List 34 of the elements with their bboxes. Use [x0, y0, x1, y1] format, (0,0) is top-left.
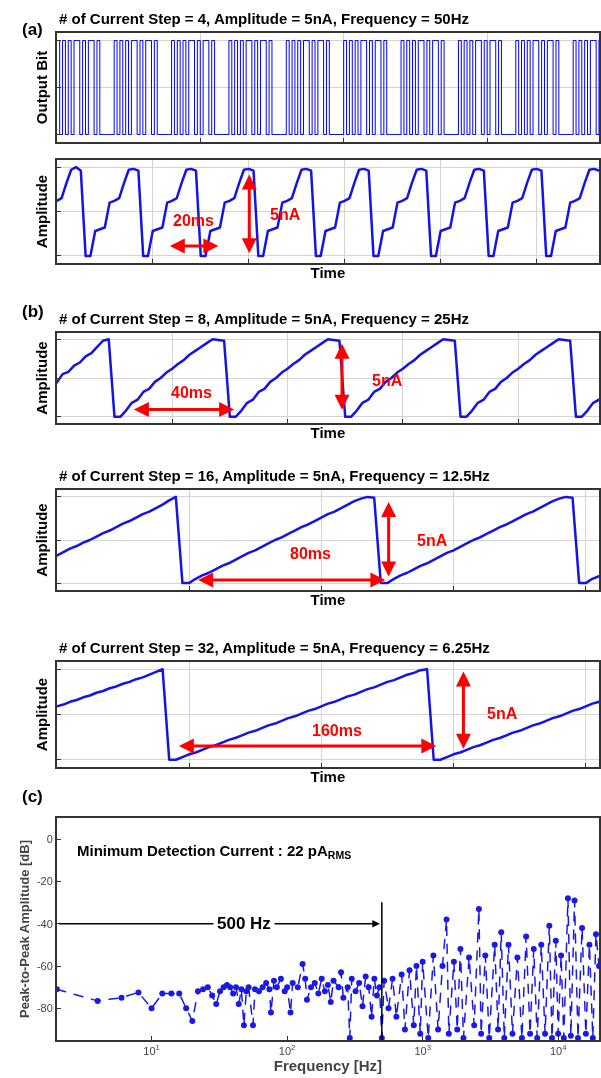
- annotation: 5nA: [417, 532, 448, 549]
- y-tick-label: -80: [36, 1002, 53, 1015]
- y-tick-label: 0: [46, 832, 53, 845]
- x-tick-label: 10$^{1}$: [143, 1043, 160, 1057]
- y-axis-title: Output Bit: [32, 50, 50, 125]
- y-axis-title: Amplitude: [32, 341, 50, 415]
- y-tick-label: -20: [36, 875, 53, 888]
- annotation: 160ms: [312, 722, 362, 739]
- chart-title: # of Current Step = 4, Amplitude = 5nA, Frequency = 50Hz: [59, 10, 469, 27]
- chart-title: # of Current Step = 8, Amplitude = 5nA, Frequency = 25Hz: [59, 310, 469, 327]
- y-axis-title: Peak-to-Peak Amplitude [dB]: [17, 840, 33, 1018]
- y-axis-title: Amplitude: [32, 677, 50, 752]
- x-axis-title: Time: [310, 768, 346, 786]
- y-axis-title: Amplitude: [32, 174, 50, 249]
- chart-title: # of Current Step = 16, Amplitude = 5nA, Frequency = 12.5Hz: [59, 467, 490, 484]
- text: (b): [22, 302, 44, 321]
- y-tick-label: -60: [36, 959, 53, 972]
- text: (a): [22, 20, 43, 39]
- x-axis-title: Time: [310, 264, 346, 282]
- text: (c): [22, 787, 43, 806]
- x-axis-title: Time: [310, 424, 346, 442]
- annotation: 40ms: [171, 384, 213, 401]
- annotation: 5nA: [487, 705, 518, 722]
- x-tick-label: 10$^{4}$: [549, 1043, 568, 1057]
- chart-title: # of Current Step = 32, Amplitude = 5nA, Frequency = 6.25Hz: [59, 639, 490, 656]
- x-axis-title: Time: [310, 591, 346, 609]
- ref-line-label: 500 Hz: [217, 914, 271, 933]
- x-tick-label: 10$^{3}$: [414, 1043, 431, 1057]
- annotation: Minimum Detection Current : 22 pA$_{RMS}$: [77, 842, 352, 862]
- annotation: 80ms: [290, 545, 332, 562]
- y-tick-label: -40: [36, 917, 53, 930]
- x-tick-label: 10$^{2}$: [278, 1043, 296, 1057]
- y-axis-title: Amplitude: [32, 503, 50, 577]
- x-axis-title: Frequency [Hz]: [273, 1056, 383, 1074]
